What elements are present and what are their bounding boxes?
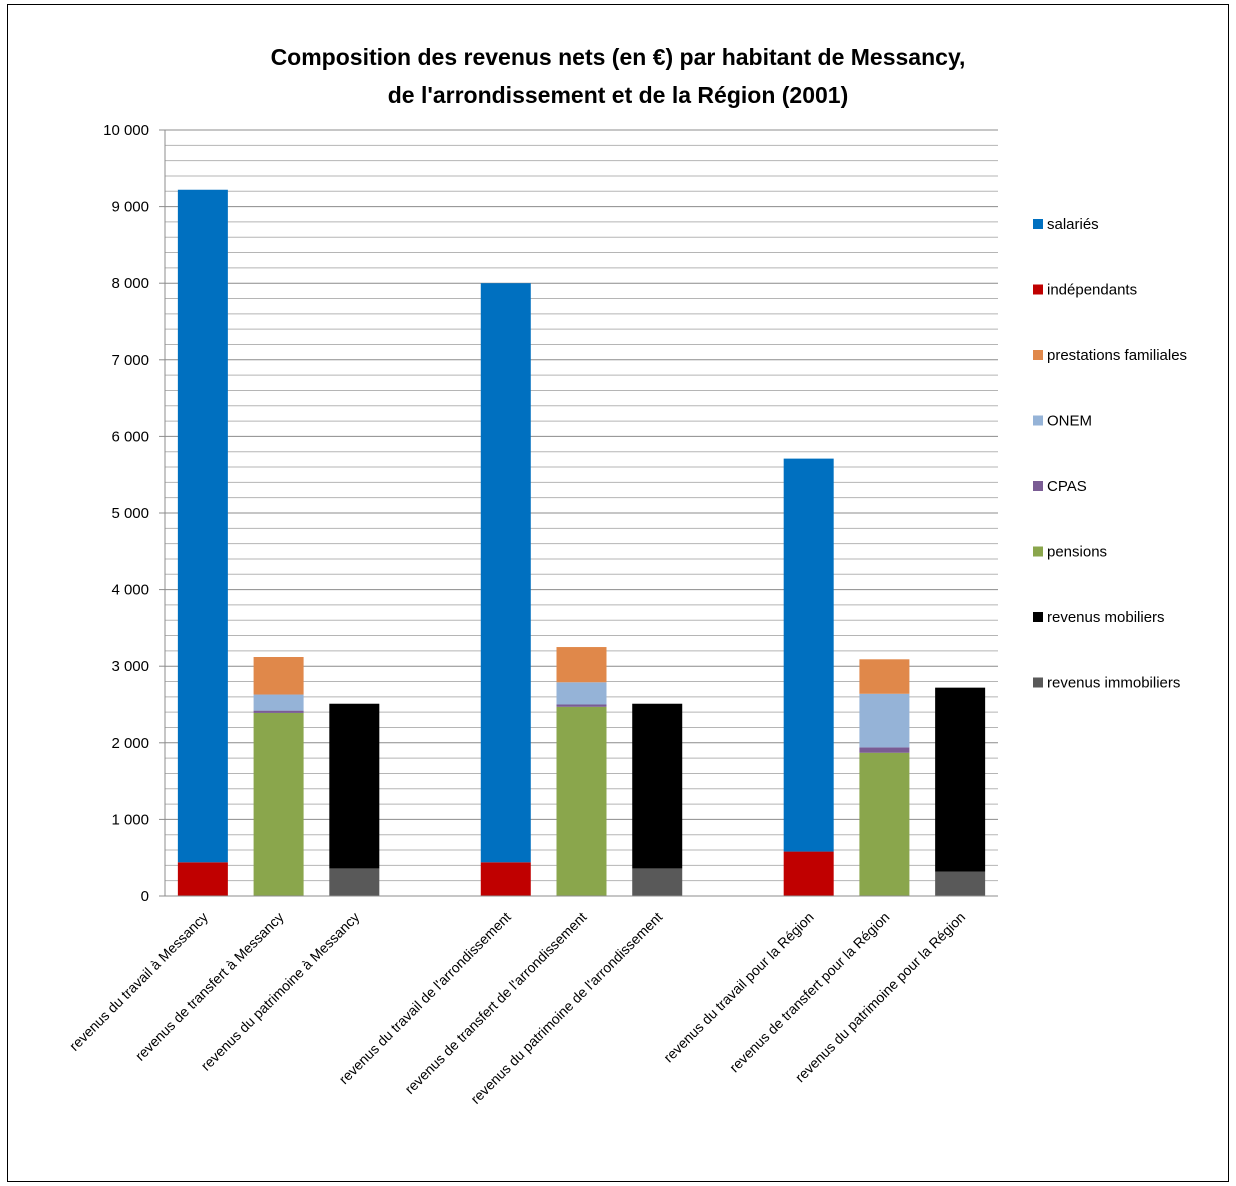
y-tick-label: 3 000 — [111, 658, 149, 675]
bar-segment-cpas — [859, 747, 910, 753]
x-tick-label: revenus de transfert à Messancy — [132, 909, 287, 1064]
legend-swatch — [1033, 219, 1043, 229]
legend-label: CPAS — [1047, 478, 1087, 495]
legend-label: revenus immobiliers — [1047, 675, 1180, 692]
x-tick-label: revenus du travail de l'arrondissement — [336, 909, 514, 1087]
x-tick-label: revenus de transfert pour la Région — [726, 909, 893, 1076]
bar-segment-indépendants — [177, 862, 228, 896]
legend-swatch — [1033, 481, 1043, 491]
y-axis: 0 1 000 2 000 3 000 4 000 5 000 6 000 7 000 8 00… — [103, 122, 166, 905]
legend-swatch — [1033, 284, 1043, 295]
chart-title-line-2: de l'arrondissement et de la Région (200… — [387, 82, 849, 108]
y-tick-label: 0 — [141, 888, 149, 905]
bar-segment-prestations-familiales — [859, 659, 910, 694]
bar-segment-indépendants — [480, 862, 531, 896]
legend-swatch — [1033, 677, 1043, 688]
legend-label: revenus mobiliers — [1047, 609, 1165, 626]
legend-swatch — [1033, 612, 1043, 622]
bar-segment-prestations-familiales — [253, 657, 304, 695]
bar-segment-cpas — [253, 710, 304, 713]
bar-segment-revenus-mobiliers — [632, 703, 683, 869]
x-tick-label: revenus du patrimoine à Messancy — [198, 909, 363, 1074]
chart-title-line-1: Composition des revenus nets (en €) par … — [270, 44, 966, 70]
bar-segment-salariés — [177, 189, 228, 863]
y-tick-label: 7 000 — [111, 352, 149, 369]
bar-segment-onem — [859, 693, 910, 748]
legend-swatch — [1033, 546, 1043, 557]
bar-segment-prestations-familiales — [556, 647, 607, 683]
legend-swatch — [1033, 350, 1043, 360]
bar-segment-onem — [556, 682, 607, 705]
legend-swatch — [1033, 415, 1043, 426]
bar-segment-pensions — [859, 752, 910, 896]
bar-segment-salariés — [783, 458, 834, 852]
bar-segment-indépendants — [783, 851, 834, 896]
bar-segment-pensions — [556, 706, 607, 896]
bar-segment-revenus-immobiliers — [632, 868, 683, 896]
y-tick-label: 6 000 — [111, 428, 149, 445]
x-tick-label: revenus du patrimoine pour la Région — [792, 909, 968, 1085]
y-tick-label: 10 000 — [103, 122, 149, 139]
y-tick-label: 9 000 — [111, 199, 149, 216]
x-tick-label: revenus du travail pour la Région — [660, 909, 817, 1066]
bars-layer — [177, 189, 986, 896]
bar-segment-salariés — [480, 283, 531, 863]
y-tick-label: 1 000 — [111, 811, 149, 828]
legend-label: ONEM — [1047, 413, 1092, 430]
legend-label: pensions — [1047, 544, 1107, 561]
y-tick-label: 2 000 — [111, 735, 149, 752]
y-tick-label: 4 000 — [111, 582, 149, 599]
legend-label: salariés — [1047, 216, 1099, 233]
legend-label: prestations familiales — [1047, 347, 1187, 364]
legend: salariés indépendants prestations familial… — [1033, 216, 1187, 692]
bar-segment-onem — [253, 694, 304, 711]
y-tick-label: 8 000 — [111, 275, 149, 292]
bar-segment-revenus-immobiliers — [329, 868, 380, 896]
bar-segment-revenus-mobiliers — [935, 687, 986, 872]
bar-segment-revenus-immobiliers — [935, 871, 986, 896]
bar-segment-pensions — [253, 712, 304, 896]
bar-segment-revenus-mobiliers — [329, 703, 380, 869]
bar-segment-cpas — [556, 704, 607, 707]
x-tick-label: revenus du travail à Messancy — [66, 909, 211, 1054]
y-tick-label: 5 000 — [111, 505, 149, 522]
legend-label: indépendants — [1047, 282, 1137, 299]
